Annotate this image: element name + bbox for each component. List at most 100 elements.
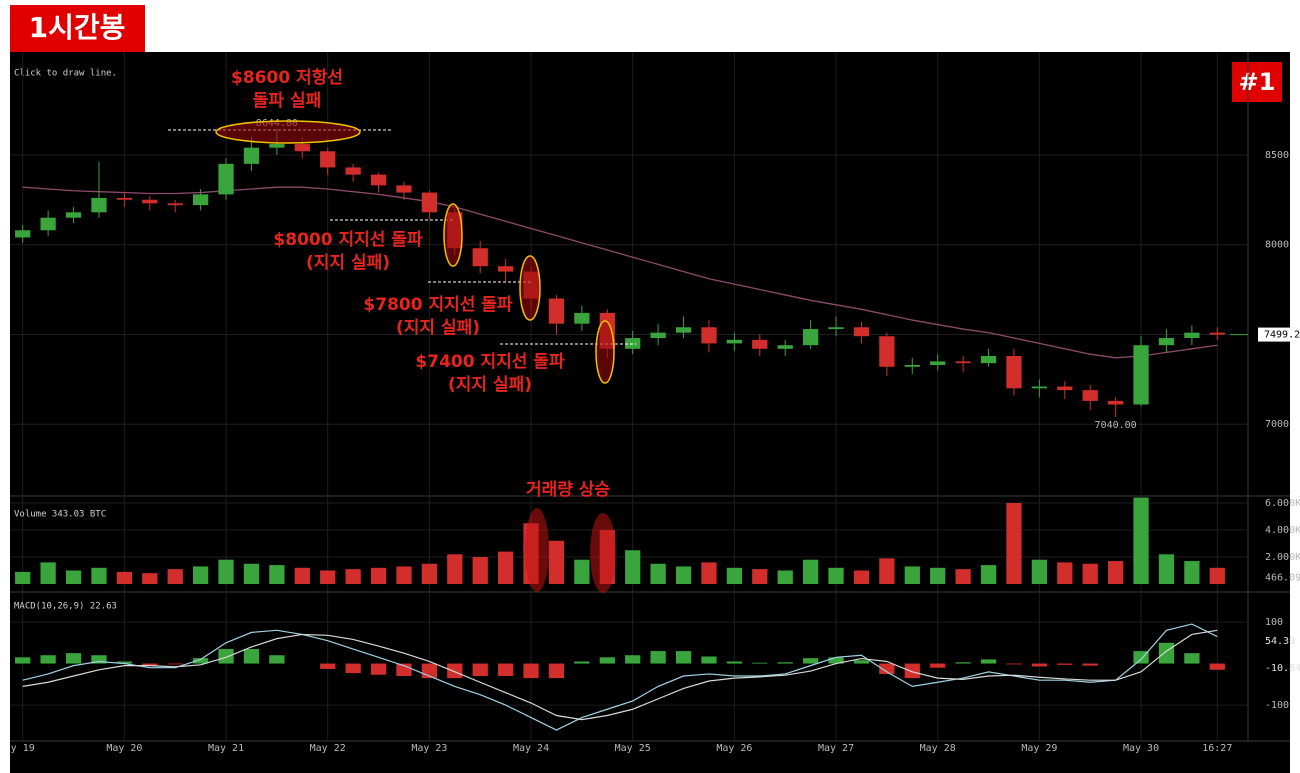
candle-body: [1057, 386, 1073, 391]
macd-histogram-bar: [1006, 663, 1022, 665]
volume-bar: [345, 569, 361, 585]
last-volume-label: 466.09: [1265, 573, 1300, 584]
y-tick-label: -100: [1265, 700, 1289, 711]
hint: Click to draw line.: [14, 69, 117, 79]
macd-histogram-bar: [167, 663, 183, 665]
macd-histogram-bar: [345, 663, 361, 674]
macd-histogram-bar: [701, 656, 717, 664]
annotation: $7400 지지선 돌파: [415, 352, 565, 372]
macd-histogram-bar: [548, 663, 565, 679]
macd-histogram-bar: [930, 663, 946, 668]
macd-histogram-bar: [675, 651, 692, 664]
macd-last-label: -10.84: [1265, 663, 1300, 674]
candle-body: [269, 144, 285, 148]
candle-body: [116, 197, 132, 200]
volume-bar: [930, 567, 946, 585]
macd-histogram-bar: [91, 655, 107, 664]
volume-bar: [472, 557, 488, 585]
badge-box: [1232, 62, 1282, 102]
volume-bar: [625, 550, 641, 585]
macd-histogram-bar: [879, 663, 895, 674]
x-tick-label: May 28: [920, 743, 956, 754]
macd-histogram-bar: [243, 649, 260, 664]
candle-body: [803, 329, 819, 346]
highlight: [215, 120, 361, 144]
candle-body: [1108, 400, 1124, 405]
title: 1시간봉: [29, 11, 126, 44]
x-tick-label: 16:27: [1202, 743, 1232, 754]
volume-bar: [701, 562, 717, 585]
volume-bar: [167, 569, 183, 585]
volume-bar: [879, 558, 895, 585]
volume-bar: [498, 551, 514, 585]
volume-bar: [421, 563, 437, 585]
x-tick-label: May 23: [411, 743, 447, 754]
candle-body: [574, 312, 590, 324]
volume-bar: [1209, 567, 1225, 585]
candle-body: [1082, 390, 1098, 401]
volume-bar: [650, 563, 666, 585]
volume-bar: [1133, 497, 1149, 585]
macd-legend: MACD(10,26,9) 22.63: [14, 602, 117, 612]
candle-body: [879, 336, 895, 367]
candle-body: [243, 147, 260, 164]
x-tick-label: May 21: [208, 743, 244, 754]
volume-bar: [752, 569, 768, 585]
volume-bar: [243, 563, 260, 585]
volume-legend: Volume 343.03 BTC: [14, 510, 106, 520]
annotation: (지지 실패): [448, 375, 532, 395]
volume-highlight: [525, 508, 549, 592]
x-tick-label: May 20: [106, 743, 142, 754]
annotation: (지지 실패): [396, 318, 480, 338]
candle-body: [142, 199, 158, 204]
candle-body: [421, 192, 437, 213]
y-tick-label: 4.000K: [1265, 525, 1300, 536]
y-tick-label: 8000: [1265, 240, 1289, 251]
volume-bar: [980, 565, 997, 585]
candle-body: [828, 327, 844, 330]
grid: y 19 May 20 May 21 May 22 May 23 May 24 May 25…: [10, 52, 1300, 754]
title-box: [10, 5, 145, 52]
candle-body: [1184, 332, 1200, 339]
volume-bar: [548, 540, 565, 585]
x-tick-label: May 29: [1021, 743, 1057, 754]
volume-bar: [294, 567, 310, 585]
candle-body: [1209, 332, 1225, 335]
candle-body: [294, 144, 310, 152]
volume-bar: [65, 570, 82, 585]
volume-highlight: [590, 513, 616, 593]
candle-body: [345, 167, 361, 175]
annotation: (지지 실패): [306, 253, 390, 273]
candle-body: [955, 361, 971, 364]
volume-bar: [1082, 563, 1098, 585]
candle-body: [548, 298, 565, 324]
macd-histogram-bar: [523, 663, 539, 679]
macd-histogram-bar: [218, 649, 234, 664]
volume-bar: [574, 559, 590, 585]
y-tick-label: 2.000K: [1265, 552, 1300, 563]
macd-histogram-bar: [904, 663, 920, 679]
price-marker: 7040.00: [1095, 420, 1137, 431]
volume-bar: [955, 569, 971, 585]
macd-histogram-bar: [116, 661, 132, 664]
x-tick-label: May 22: [310, 743, 346, 754]
highlight-ellipses: [215, 120, 616, 593]
y-tick-label: 100: [1265, 617, 1283, 628]
macd-histogram-bar: [65, 653, 82, 664]
candle-body: [167, 203, 183, 206]
macd-histogram-bar: [599, 657, 615, 664]
candle-body: [370, 174, 387, 186]
macd-last-label: 54.39: [1265, 636, 1295, 647]
highlight: [595, 320, 615, 384]
macd-histogram-bar: [320, 663, 336, 669]
x-tick-label: y 19: [11, 743, 35, 754]
macd-histogram-bar: [980, 659, 997, 664]
macd-histogram-bar: [828, 657, 844, 664]
candle-body: [1006, 355, 1022, 389]
y-tick-label: 8500: [1265, 150, 1289, 161]
macd-histogram-bar: [498, 663, 514, 677]
candle-body: [752, 339, 768, 349]
volume-bar: [91, 567, 107, 585]
